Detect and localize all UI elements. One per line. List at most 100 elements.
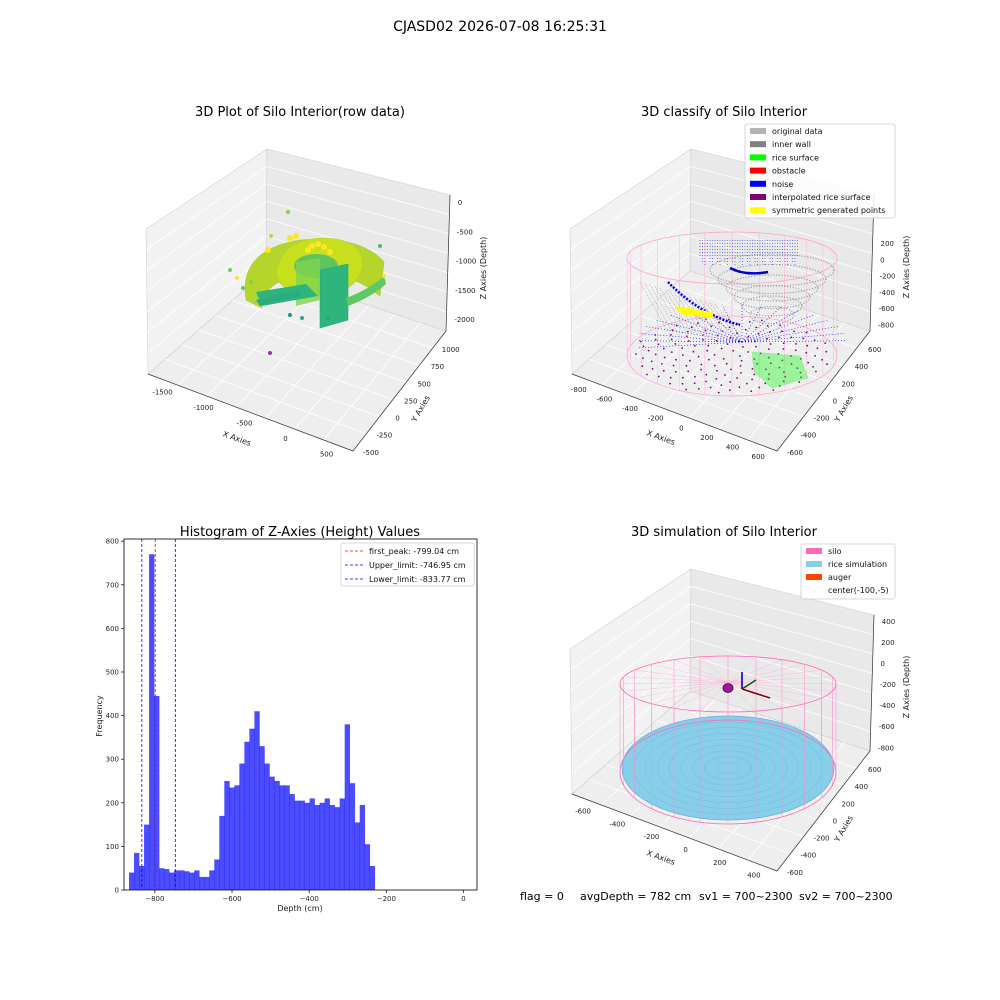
panel1-floor-grid [323, 322, 421, 441]
panel2-floor-grid [601, 279, 716, 386]
panel2-interp-point [693, 382, 696, 384]
panel1-outlier-point [288, 313, 292, 317]
panel3-bar [149, 554, 155, 890]
panel1-outlier-point [228, 268, 232, 272]
panel4-silo-roof-rib [727, 681, 822, 699]
panel2-interp-point [635, 353, 637, 355]
panel3-xtick-label: −800 [145, 895, 164, 903]
panel2-left-grid [571, 235, 691, 333]
panel2-original-streak [704, 301, 734, 339]
panel2-interp-point [697, 322, 699, 324]
panel4-ztick-label: -200 [880, 681, 896, 689]
panel4-silo-roof-rib [673, 659, 729, 683]
panel3-ytick-label: 700 [106, 581, 119, 589]
panel2-interp-point [738, 340, 741, 343]
panel4-xtick-label: 400 [747, 872, 760, 880]
panel4-silo-roof-rib [727, 681, 833, 692]
panel2-interp-point [755, 345, 757, 348]
panel2-interp-point [639, 340, 642, 343]
panel1-right-arm [346, 276, 386, 306]
panel2-interp-point [705, 373, 708, 376]
panel2-interp-point [732, 349, 735, 352]
panel2-interp-point [654, 338, 657, 341]
panel2-interp-point [687, 330, 689, 333]
panel1-outlier-point [300, 316, 304, 320]
panel3-bar [204, 876, 210, 890]
panel3-bar [309, 798, 315, 890]
panel1-xtick-label: 0 [283, 435, 287, 443]
panel4-back-grid [690, 603, 873, 655]
panel2-interp-point [772, 389, 775, 391]
panel2-interp-point [669, 376, 672, 379]
panel2-interp-point [790, 355, 792, 357]
panel4-ytick-label: 0 [833, 817, 837, 825]
panel2-back-grid [690, 235, 872, 293]
panel2-interp-point [826, 363, 828, 366]
panel4-zlabel: Z Axies (Depth) [902, 656, 911, 719]
panel2-interp-point [781, 359, 784, 362]
panel2-legend-label: noise [772, 180, 793, 189]
panel2-legend-label: rice surface [772, 153, 819, 162]
panel1-ztick-label: -2000 [454, 316, 474, 324]
panel4-legend-swatch [806, 574, 822, 580]
panel2-interp-point [790, 336, 793, 339]
panel2-interp-point [778, 336, 781, 339]
panel2-interp-point [738, 386, 741, 389]
panel3-bar [339, 798, 345, 890]
panel2-interp-point [697, 355, 700, 358]
panel2-interp-point [681, 382, 684, 385]
panel2-ztick-label: -400 [879, 289, 895, 297]
panel2-interp-point [759, 352, 762, 355]
panel2-noise-ray [741, 304, 763, 343]
panel2-interp-point [685, 335, 688, 338]
panel2-interp-point [642, 357, 644, 359]
panel2-zlabel: Z Axies (Depth) [902, 236, 911, 299]
panel2-interp-point [740, 359, 743, 362]
panel1-floor-grid [294, 313, 395, 430]
panel4-xtick-label: -200 [643, 833, 659, 841]
panel2-interp-point [768, 373, 770, 376]
panel1-floor-grid [264, 305, 370, 419]
panel2-floor-grid [747, 322, 845, 441]
panel2-noise-ray [741, 326, 838, 343]
panel2-interp-point [750, 390, 753, 393]
panel1-outlier-point [241, 286, 245, 290]
panel2-xtick-label: 200 [700, 434, 713, 442]
panel2-interp-point [716, 369, 718, 372]
panel4-left-grid [571, 673, 691, 774]
panel2-interp-point [646, 373, 648, 376]
panel3-ytick-label: 200 [106, 799, 119, 807]
panel2-interp-point [807, 361, 809, 364]
panel2-interp-point [825, 350, 828, 353]
panel2-interp-point [777, 353, 780, 355]
panel2-interp-point [685, 364, 688, 367]
panel4-ytick-label: -200 [814, 835, 830, 843]
panel2-left-grid [570, 200, 691, 292]
panel4-ytick-label: 400 [855, 783, 868, 791]
panel4-silo-roof-rib [727, 669, 822, 683]
panel2-ztick-label: -200 [880, 273, 896, 281]
panel1-zlabel: Z Axies (Depth) [479, 237, 488, 300]
panel2-interp-point [748, 321, 751, 323]
panel2-interp-point [766, 325, 769, 327]
panel2-inner-wall [749, 305, 795, 325]
panel2-xtick-label: 0 [679, 424, 683, 432]
panel2-interp-point [795, 343, 797, 345]
panel4-title: 3D simulation of Silo Interior [631, 525, 818, 540]
panel4-back-grid [690, 620, 873, 674]
panel2-interp-point [669, 382, 671, 385]
panel1-xtick-label: -1000 [193, 404, 213, 412]
panel1-lower-arm [256, 290, 300, 306]
panel2-interp-point [779, 324, 781, 327]
panel1-left-grid [146, 183, 267, 271]
panel1-floor-grid [198, 329, 393, 400]
panel3-bar [324, 798, 330, 890]
panel4-silo-roof-rib [727, 676, 833, 683]
panel2-interp-point [769, 362, 772, 365]
panel2-original-streak [694, 298, 724, 338]
panel4-ticks: -600 -400 -200 0 200 400 -600 -400 -200 0 200 400 60… [575, 618, 896, 880]
panel3-bar [294, 800, 300, 890]
panel2-floor-grid [639, 314, 831, 383]
panel2-ytick-label: 600 [868, 346, 881, 354]
panel2-back-grid [690, 253, 871, 312]
